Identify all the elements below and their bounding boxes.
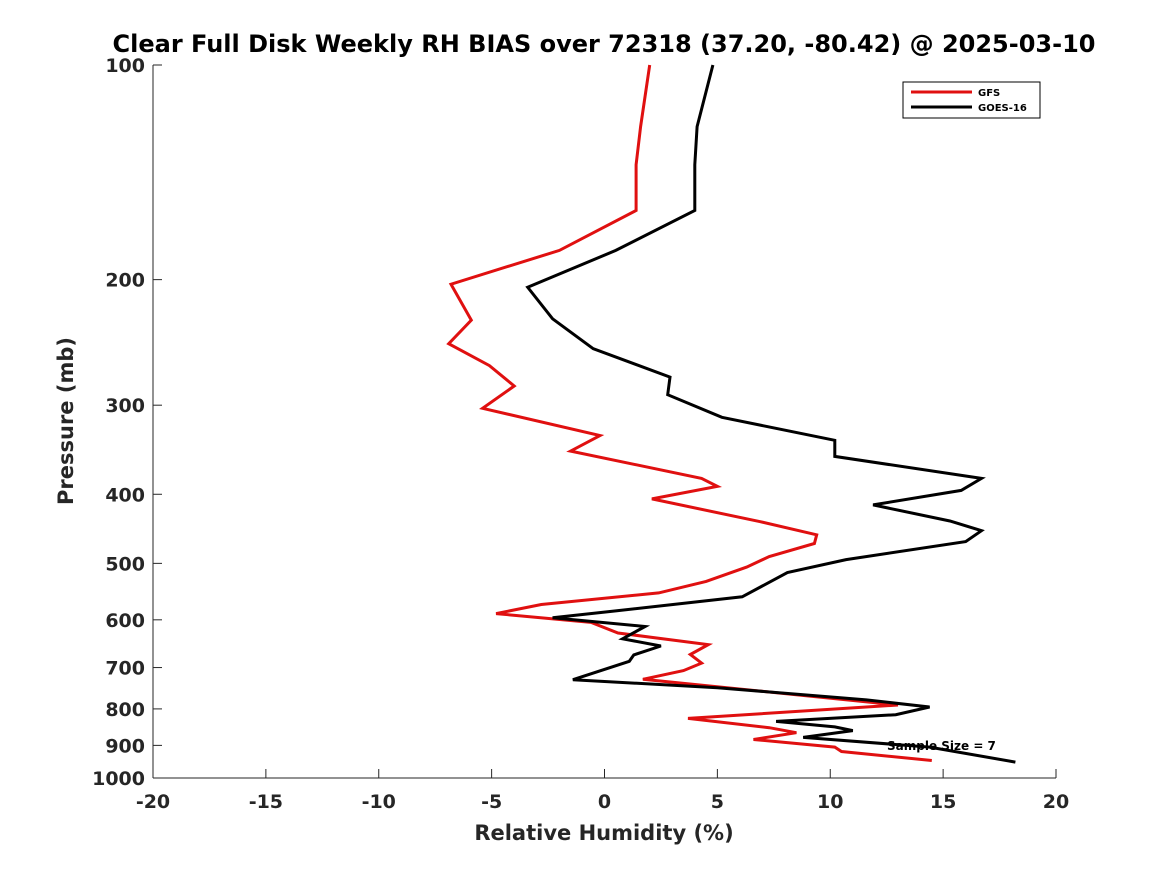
x-tick-label: 15 [930,791,956,813]
legend-label-gfs: GFS [978,88,1000,99]
chart-title: Clear Full Disk Weekly RH BIAS over 7231… [113,30,1096,58]
x-tick-label: 20 [1043,791,1069,813]
y-tick-label: 1000 [92,768,145,790]
x-tick-label: -20 [136,791,170,813]
x-axis-label: Relative Humidity (%) [474,821,733,845]
y-tick-label: 100 [105,55,145,77]
series-layer [446,64,1016,764]
y-tick-label: 900 [105,735,145,757]
x-tick-label: 10 [817,791,843,813]
x-tick-label: 0 [598,791,611,813]
x-tick-label: -10 [362,791,396,813]
y-tick-label: 300 [105,395,145,417]
legend-label-goes16: GOES-16 [978,103,1027,114]
legend: GFS GOES-16 [902,81,1041,119]
sample-size-annotation: Sample Size = 7 [887,739,996,753]
x-tick-label: 5 [711,791,724,813]
plot-area [153,65,1056,778]
y-tick-label: 400 [105,484,145,506]
legend-box [902,81,1041,119]
x-axis: -20 -15 -10 -5 0 5 10 15 20 [136,769,1069,813]
y-tick-label: 700 [105,658,145,680]
y-tick-label: 200 [105,270,145,292]
series-line-goes-16 [525,64,1016,764]
y-axis: 100 200 300 400 500 600 700 800 900 1000 [92,55,162,790]
y-axis-label: Pressure (mb) [54,337,78,505]
series-line-gfs [446,64,932,762]
x-tick-label: -5 [481,791,502,813]
y-tick-label: 500 [105,553,145,575]
y-tick-label: 800 [105,699,145,721]
y-tick-label: 600 [105,610,145,632]
x-tick-label: -15 [249,791,283,813]
